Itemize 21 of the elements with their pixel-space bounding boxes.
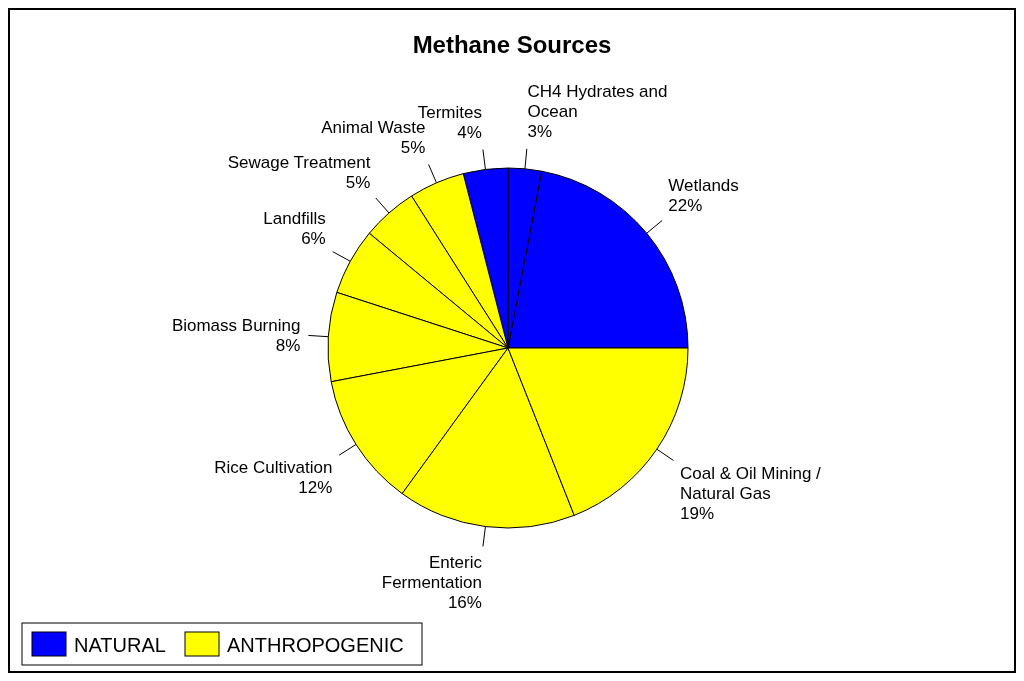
slice-label: Coal & Oil Mining / Natural Gas <box>680 463 822 503</box>
data-label: 16% <box>447 593 482 613</box>
data-label: 22% <box>668 196 703 216</box>
text: ANTHROPOGENIC <box>227 634 404 656</box>
data-label: 6% <box>301 228 326 248</box>
chart-title: Methane Sources <box>412 31 612 58</box>
data-label: 4% <box>457 122 482 142</box>
slice-label: Sewage Treatment <box>227 152 371 172</box>
text: NATURAL <box>74 634 166 656</box>
slice-label: CH4 Hydrates and Ocean <box>527 81 668 121</box>
slice-label: Wetlands <box>668 176 739 196</box>
slice-label: Landfills <box>263 208 326 228</box>
slice-label: Rice Cultivation <box>214 458 333 478</box>
data-label: 19% <box>680 503 715 523</box>
slice-label: Biomass Burning <box>171 315 301 335</box>
data-label: 12% <box>298 478 333 498</box>
data-label: 3% <box>527 121 553 141</box>
data-label: 8% <box>275 335 301 355</box>
data-label: 5% <box>345 172 371 192</box>
data-label: 5% <box>400 138 426 158</box>
slice-label: Enteric Fermentation <box>381 553 483 593</box>
